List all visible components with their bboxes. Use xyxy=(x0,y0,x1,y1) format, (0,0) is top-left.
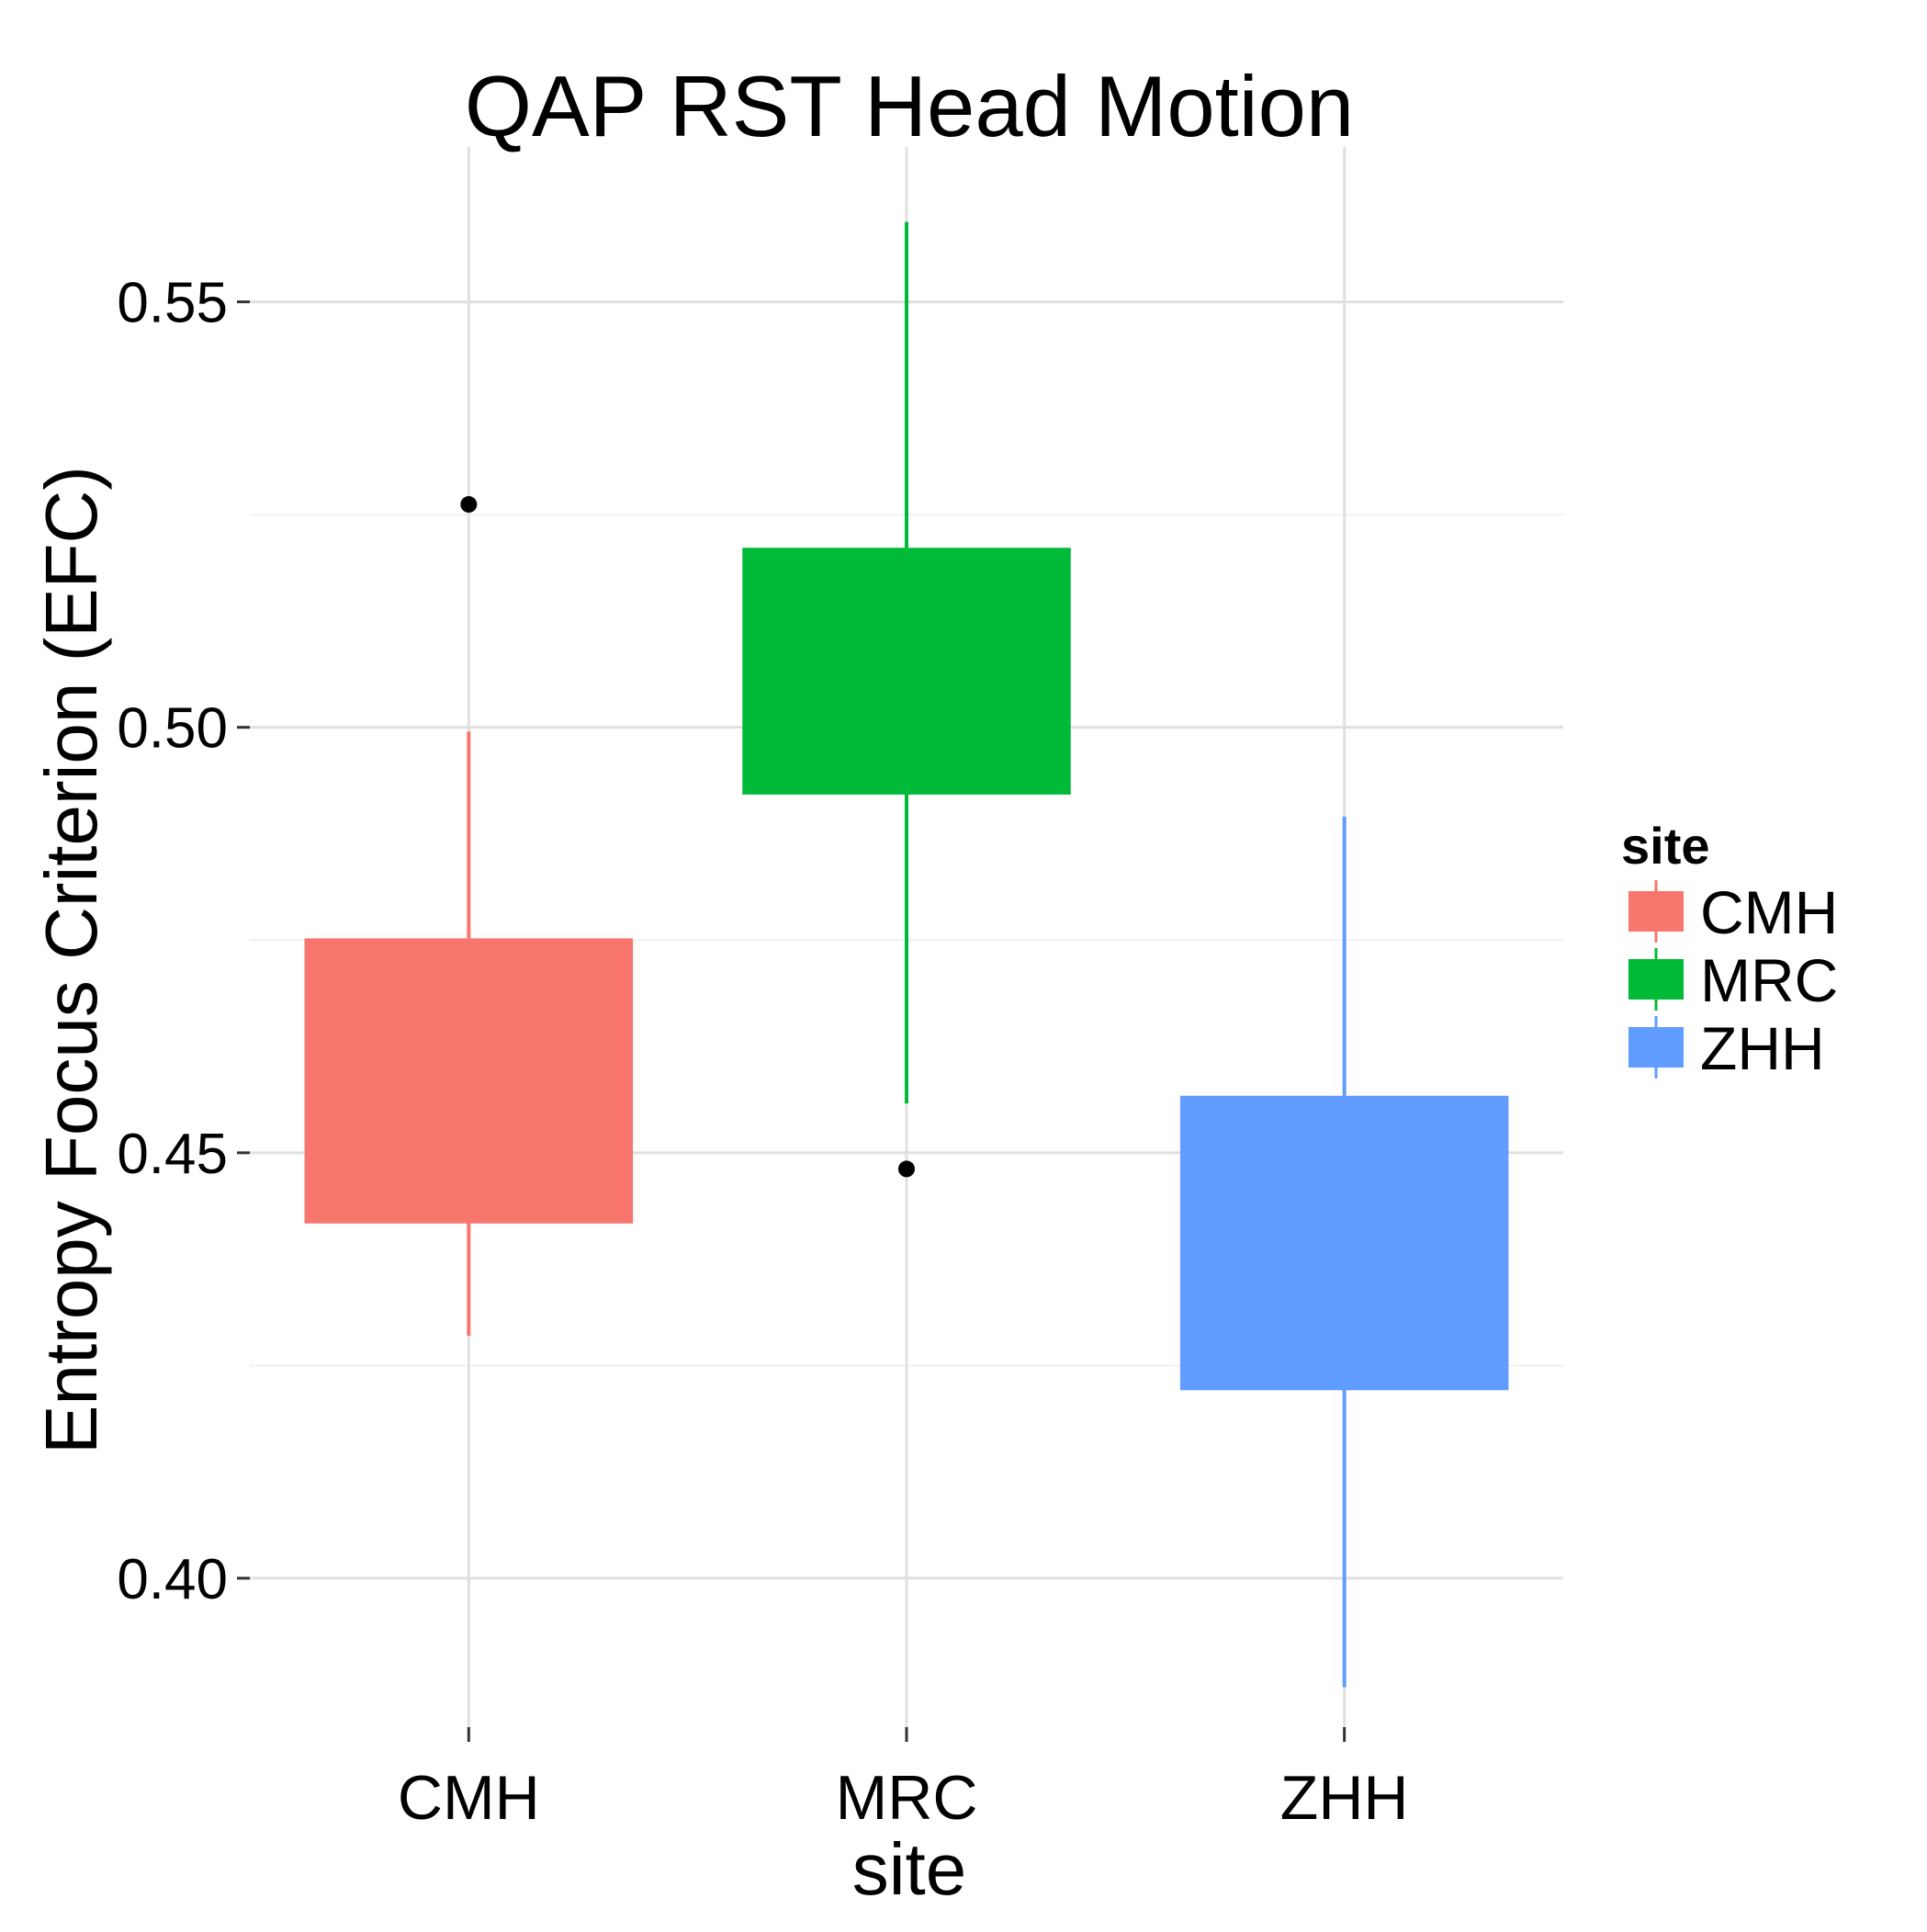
legend-label: MRC xyxy=(1700,946,1838,1014)
legend-label: CMH xyxy=(1700,878,1838,946)
x-axis-title: site xyxy=(852,1828,967,1910)
box-layer xyxy=(304,221,1509,1688)
legend-key xyxy=(1628,1027,1684,1068)
x-tick-label: MRC xyxy=(836,1763,978,1833)
legend-key xyxy=(1628,891,1684,932)
box xyxy=(304,938,634,1223)
box xyxy=(1179,1095,1509,1390)
y-tick-label: 0.50 xyxy=(117,697,228,761)
y-tick-label: 0.45 xyxy=(117,1123,228,1186)
outlier-point xyxy=(460,496,478,514)
x-tick-label: CMH xyxy=(398,1763,540,1833)
legend-label: ZHH xyxy=(1700,1014,1825,1082)
axis-layer: 0.40 0.45 0.50 0.55 CMH MRC ZHH xyxy=(117,272,1408,1833)
outlier-point xyxy=(898,1160,915,1178)
legend-key xyxy=(1628,959,1684,1000)
chart-title: QAP RST Head Motion xyxy=(465,58,1354,154)
box xyxy=(742,548,1071,794)
legend-title: site xyxy=(1621,817,1710,875)
x-tick-label: ZHH xyxy=(1280,1763,1409,1833)
y-axis-title: Entropy Focus Criterion (EFC) xyxy=(30,466,112,1454)
y-tick-label: 0.55 xyxy=(117,272,228,335)
y-tick-label: 0.40 xyxy=(117,1548,228,1611)
